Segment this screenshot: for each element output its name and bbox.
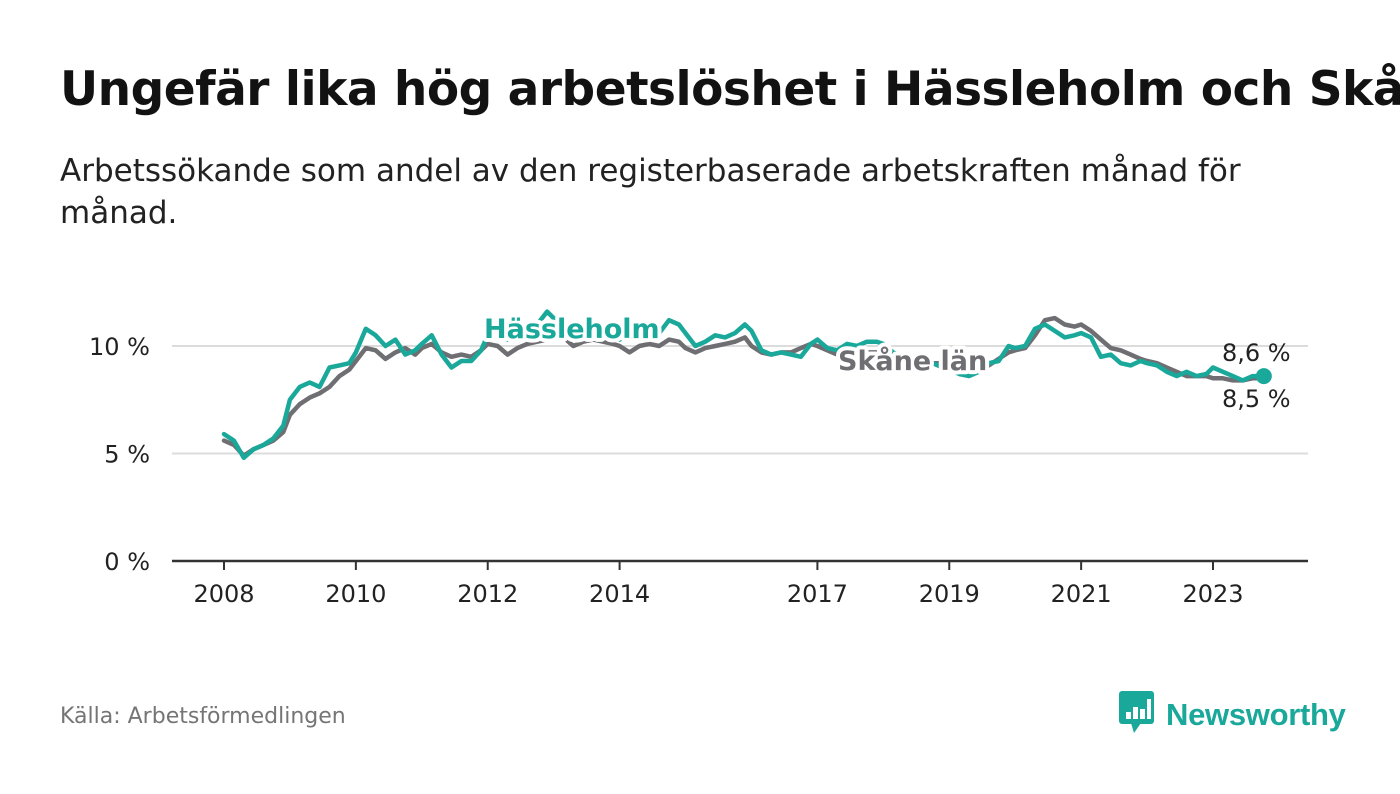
end-value-label: 8,5 % <box>1222 385 1291 413</box>
y-axis-labels: 0 % 5 % 10 % <box>89 333 150 576</box>
y-tick-label: 0 % <box>104 548 150 576</box>
x-tick-label: 2012 <box>457 580 518 608</box>
series-label: Hässleholm <box>484 314 660 345</box>
brand-logo[interactable]: Newsworthy <box>1118 690 1346 740</box>
chart-subtitle: Arbetssökande som andel av den registerb… <box>60 153 1241 231</box>
chart-title: Ungefär lika hög arbetslöshet i Hässleho… <box>60 62 1400 117</box>
series-label: Skåne län <box>838 345 987 377</box>
brand-name: Newsworthy <box>1166 697 1346 732</box>
y-tick-label: 5 % <box>104 441 150 469</box>
gridlines <box>172 345 1308 455</box>
x-tick-label: 2021 <box>1051 580 1112 608</box>
series-lines <box>221 309 1272 461</box>
series-line <box>221 309 1261 461</box>
end-value-label: 8,6 % <box>1222 339 1291 367</box>
series-labels: Hässleholm Skåne län 8,6 % 8,5 % <box>480 310 1291 413</box>
series-line <box>221 315 1261 458</box>
x-tick-label: 2008 <box>193 580 254 608</box>
x-tick-label: 2017 <box>787 580 848 608</box>
x-tick-label: 2019 <box>919 580 980 608</box>
x-tick-label: 2014 <box>589 580 650 608</box>
x-tick-label: 2023 <box>1182 580 1243 608</box>
x-axis: 2008 2010 2012 2014 2017 2019 2021 2023 <box>172 559 1308 608</box>
end-point-marker <box>1255 368 1272 385</box>
y-tick-label: 10 % <box>89 333 150 361</box>
newsworthy-logo-icon <box>1118 690 1156 740</box>
source-note: Källa: Arbetsförmedlingen <box>60 704 346 729</box>
x-tick-label: 2010 <box>325 580 386 608</box>
